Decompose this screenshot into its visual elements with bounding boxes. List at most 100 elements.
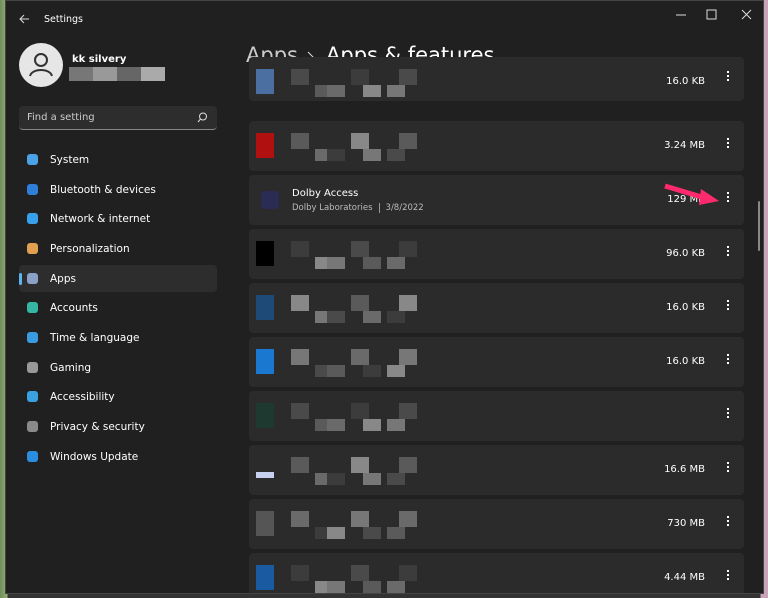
redacted [363, 257, 381, 269]
redacted [363, 365, 381, 377]
selected-indicator [19, 273, 22, 285]
more-button[interactable] [727, 570, 730, 582]
nav-item[interactable]: Accessibility [19, 383, 217, 410]
redacted [351, 349, 369, 365]
app-row[interactable]: 4.44 MB [249, 553, 744, 593]
redacted-email [69, 67, 165, 81]
redacted [387, 257, 405, 269]
more-button[interactable] [727, 138, 730, 150]
more-button[interactable] [727, 516, 730, 528]
redacted [291, 133, 309, 149]
redacted [387, 473, 405, 485]
redacted [363, 311, 381, 323]
scrollbar [758, 201, 760, 251]
app-row[interactable] [249, 391, 744, 441]
app-row[interactable]: 16.6 MB [249, 445, 744, 495]
redacted [399, 403, 417, 419]
dot [727, 79, 729, 81]
nav-item[interactable]: Privacy & security [19, 413, 217, 440]
redacted [387, 419, 405, 431]
redacted [327, 473, 345, 485]
nav-icon [27, 391, 38, 402]
more-button[interactable] [727, 246, 730, 258]
dot [727, 416, 729, 418]
nav-label: Privacy & security [50, 420, 145, 433]
dot [727, 246, 729, 248]
app-icon [256, 295, 274, 320]
nav-icon [27, 451, 38, 462]
window-controls[interactable] [676, 9, 756, 21]
nav-label: Accounts [50, 301, 98, 314]
redacted [291, 511, 309, 527]
dot [727, 308, 729, 310]
more-button[interactable] [727, 408, 730, 420]
redacted [363, 581, 381, 593]
user-name: kk silvery [72, 54, 127, 65]
nav-item[interactable]: Windows Update [19, 443, 217, 470]
more-button[interactable] [727, 300, 730, 312]
redacted [363, 149, 381, 161]
nav-item[interactable]: Accounts [19, 294, 217, 321]
redacted [399, 295, 417, 311]
nav-icon [27, 184, 38, 195]
more-button[interactable] [727, 192, 730, 204]
app-row[interactable]: 730 MB [249, 499, 744, 549]
app-icon [256, 472, 274, 478]
search-box[interactable]: Find a setting [19, 106, 217, 130]
app-icon [256, 349, 274, 374]
dot [727, 470, 729, 472]
redacted [363, 527, 381, 539]
nav-label: Gaming [50, 361, 92, 374]
redacted [351, 133, 369, 149]
app-size: 129 MB [667, 194, 705, 205]
nav-item[interactable]: Time & language [19, 324, 217, 351]
redacted [327, 149, 345, 161]
nav-item[interactable]: Bluetooth & devices [19, 176, 217, 203]
nav-item[interactable]: Gaming [19, 354, 217, 381]
app-row[interactable]: Dolby Access Dolby Laboratories 3/8/2022 12… [249, 175, 744, 225]
more-button[interactable] [727, 462, 730, 474]
nav-label: System [50, 153, 90, 166]
redacted [291, 457, 309, 473]
more-button[interactable] [727, 354, 730, 366]
redacted [399, 69, 417, 85]
app-size: 96.0 KB [666, 248, 705, 259]
dot [727, 524, 729, 526]
dot [727, 254, 729, 256]
nav-item[interactable]: Apps [19, 265, 217, 292]
dot [727, 142, 729, 144]
redacted [327, 365, 345, 377]
nav-item[interactable]: Network & internet [19, 205, 217, 232]
more-button[interactable] [727, 71, 730, 83]
app-row[interactable]: 16.0 KB [249, 337, 744, 387]
app-row[interactable]: 16.0 KB [249, 57, 744, 101]
dot [727, 520, 729, 522]
dot [727, 300, 729, 302]
dot [727, 412, 729, 414]
redacted [387, 581, 405, 593]
app-icon [256, 511, 274, 536]
window-title: Settings [44, 14, 83, 25]
app-row[interactable]: 3.24 MB [249, 121, 744, 171]
dot [727, 75, 729, 77]
back-button[interactable] [18, 13, 30, 25]
app-row[interactable]: 96.0 KB [249, 229, 744, 279]
dot [727, 570, 729, 572]
redacted [291, 349, 309, 365]
redacted [291, 295, 309, 311]
redacted [387, 527, 405, 539]
nav-item[interactable]: System [19, 146, 217, 173]
redacted [327, 419, 345, 431]
redacted [363, 473, 381, 485]
redacted [387, 365, 405, 377]
nav-label: Apps [50, 272, 76, 285]
redacted [399, 457, 417, 473]
dot [727, 462, 729, 464]
nav-item[interactable]: Personalization [19, 235, 217, 262]
redacted [351, 241, 369, 257]
settings-window: Settings kk silvery Find a setting Syste… [5, 0, 764, 594]
redacted [399, 511, 417, 527]
app-row[interactable]: 16.0 KB [249, 283, 744, 333]
nav-icon [27, 154, 38, 165]
